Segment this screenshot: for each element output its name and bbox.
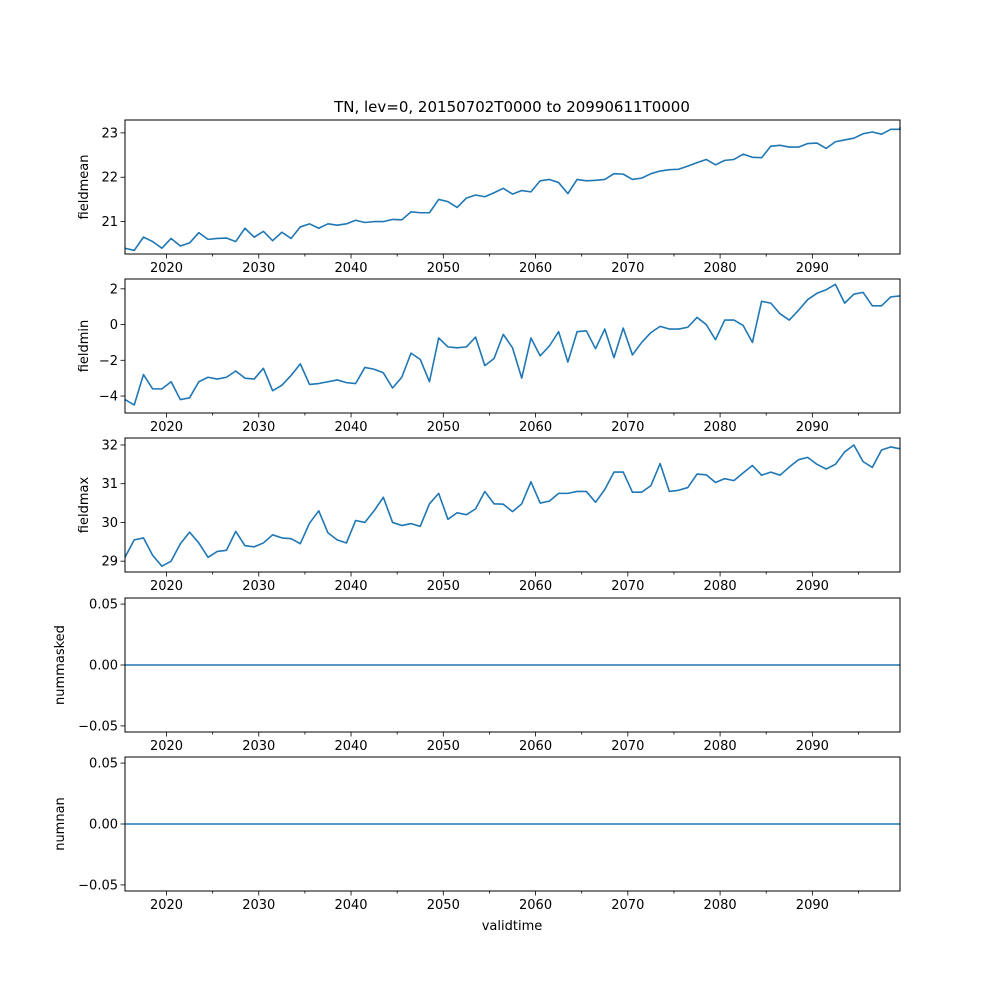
y-tick-label: 22 (101, 171, 118, 186)
x-axis-label: validtime (482, 919, 543, 934)
x-tick-label: 2080 (704, 420, 737, 435)
x-tick-label: 2030 (242, 898, 275, 913)
x-tick-label: 2020 (150, 261, 183, 276)
x-tick-label: 2040 (334, 898, 367, 913)
x-tick-label: 2040 (334, 739, 367, 754)
subplot-fieldmin: 2020 2030 2040 2050 2060 2070 2080 2090 −4 −2 0 2 fi… (77, 278, 901, 435)
x-tick-label: 2070 (611, 420, 644, 435)
x-tick-label: 2080 (704, 898, 737, 913)
x-tick-label: 2040 (334, 261, 367, 276)
series-line-fieldmax (124, 444, 901, 567)
x-tick-label: 2050 (427, 579, 460, 594)
x-tick-label: 2090 (796, 420, 829, 435)
subplot-nummasked: 2020 2030 2040 2050 2060 2070 2080 2090 −0.05 0.0… (53, 597, 901, 754)
y-tick-label: 0.05 (89, 757, 118, 772)
x-tick-label: 2020 (150, 739, 183, 754)
x-tick-label: 2050 (427, 898, 460, 913)
x-tick-label: 2070 (611, 579, 644, 594)
series-line-fieldmin (124, 283, 901, 406)
subplots: 2020 2030 2040 2050 2060 2070 2080 2090212223fi… (53, 119, 901, 913)
axes-frame (124, 437, 901, 573)
x-tick-label: 2090 (796, 739, 829, 754)
y-tick-label: 31 (101, 477, 118, 492)
y-tick-label: 29 (101, 555, 118, 570)
y-tick-label: 2 (110, 282, 118, 297)
x-tick-label: 2070 (611, 261, 644, 276)
x-tick-label: 2030 (242, 420, 275, 435)
y-tick-label: 0.00 (89, 818, 118, 833)
x-tick-label: 2070 (611, 898, 644, 913)
x-tick-label: 2020 (150, 898, 183, 913)
axes-frame (124, 278, 901, 414)
subplot-fieldmean: 2020 2030 2040 2050 2060 2070 2080 2090 21 22 23 fi… (77, 119, 901, 276)
y-tick-label: −0.05 (78, 878, 118, 893)
x-tick-label: 2060 (519, 898, 552, 913)
x-tick-label: 2090 (796, 579, 829, 594)
subplot-numnan: 2020 2030 2040 2050 2060 2070 2080 2090 −0.05 0.0… (53, 756, 901, 913)
y-axis-label-nummasked: nummasked (53, 625, 68, 705)
y-tick-label: 32 (101, 438, 118, 453)
x-tick-label: 2030 (242, 739, 275, 754)
y-tick-label: 30 (101, 516, 118, 531)
x-tick-label: 2050 (427, 261, 460, 276)
x-tick-label: 2060 (519, 261, 552, 276)
x-tick-label: 2060 (519, 579, 552, 594)
subplot-fieldmax: 2020 2030 2040 2050 2060 2070 2080 2090 29 30 31 32… (77, 437, 901, 594)
y-tick-label: −4 (99, 390, 118, 405)
axes-frame (124, 119, 901, 255)
x-tick-label: 2020 (150, 420, 183, 435)
y-axis-label-fieldmax: fieldmax (77, 477, 92, 534)
y-tick-label: 0 (110, 318, 118, 333)
x-tick-label: 2080 (704, 739, 737, 754)
x-tick-label: 2050 (427, 739, 460, 754)
x-tick-label: 2050 (427, 420, 460, 435)
x-tick-label: 2030 (242, 579, 275, 594)
x-tick-label: 2070 (611, 739, 644, 754)
y-axis-label-fieldmean: fieldmean (77, 155, 92, 220)
figure-title: TN, lev=0, 20150702T0000 to 20990611T000… (333, 98, 690, 116)
x-tick-label: 2060 (519, 739, 552, 754)
x-tick-label: 2080 (704, 261, 737, 276)
x-tick-label: 2040 (334, 579, 367, 594)
y-tick-label: 0.00 (89, 659, 118, 674)
x-tick-label: 2090 (796, 261, 829, 276)
y-axis-label-numnan: numnan (53, 797, 68, 851)
x-tick-label: 2030 (242, 261, 275, 276)
y-tick-label: −0.05 (78, 719, 118, 734)
x-tick-label: 2090 (796, 898, 829, 913)
y-tick-label: 21 (101, 215, 118, 230)
y-axis-label-fieldmin: fieldmin (77, 320, 92, 373)
x-tick-label: 2020 (150, 579, 183, 594)
series-line-fieldmean (124, 127, 901, 252)
x-tick-label: 2080 (704, 579, 737, 594)
y-tick-label: −2 (99, 354, 118, 369)
x-tick-label: 2060 (519, 420, 552, 435)
x-tick-label: 2040 (334, 420, 367, 435)
y-tick-label: 23 (101, 126, 118, 141)
y-tick-label: 0.05 (89, 598, 118, 613)
